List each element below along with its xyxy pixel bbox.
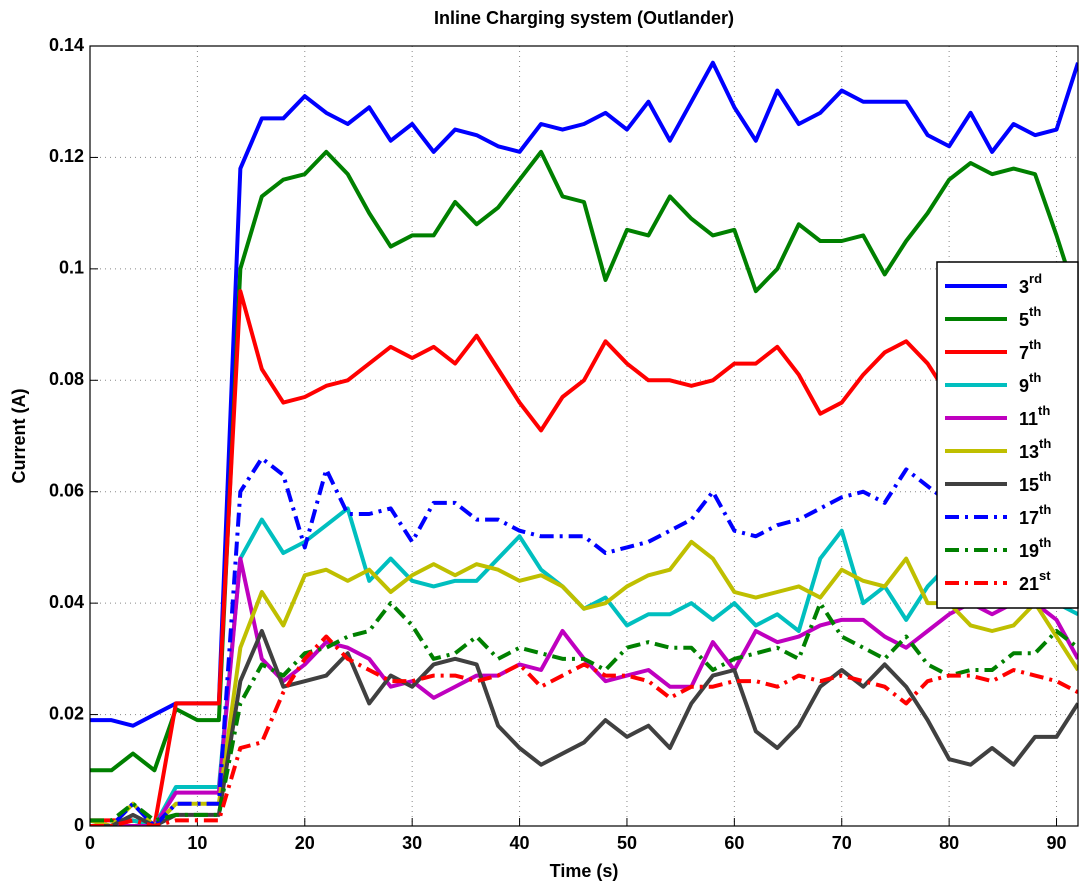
y-tick-label: 0.02 — [49, 703, 84, 723]
legend-label: 21st — [1019, 568, 1051, 593]
series-line — [90, 601, 1078, 823]
chart-title: Inline Charging system (Outlander) — [434, 8, 734, 28]
legend-label: 17th — [1019, 502, 1051, 527]
y-tick-label: 0.04 — [49, 592, 84, 612]
y-tick-label: 0.08 — [49, 369, 84, 389]
x-tick-label: 60 — [724, 833, 744, 853]
x-tick-label: 20 — [295, 833, 315, 853]
series-line — [90, 456, 1078, 826]
legend-label: 5th — [1019, 304, 1041, 329]
y-tick-label: 0.06 — [49, 480, 84, 500]
x-tick-label: 30 — [402, 833, 422, 853]
y-tick-label: 0.12 — [49, 146, 84, 166]
x-tick-label: 70 — [832, 833, 852, 853]
series-line — [90, 289, 1078, 826]
legend-label: 11th — [1019, 403, 1050, 428]
y-tick-label: 0 — [74, 815, 84, 835]
series-line — [90, 149, 1078, 773]
legend-label: 13th — [1019, 436, 1051, 461]
series-line — [90, 539, 1078, 826]
series-line — [90, 634, 1078, 826]
x-tick-label: 50 — [617, 833, 637, 853]
x-tick-label: 90 — [1047, 833, 1067, 853]
x-tick-label: 0 — [85, 833, 95, 853]
y-axis-label: Current (A) — [9, 389, 29, 484]
legend-label: 7th — [1019, 337, 1041, 362]
legend-label: 9th — [1019, 370, 1041, 395]
y-tick-label: 0.14 — [49, 35, 84, 55]
legend-label: 15th — [1019, 469, 1051, 494]
legend-label: 3rd — [1019, 271, 1042, 296]
x-tick-label: 40 — [510, 833, 530, 853]
x-tick-label: 10 — [187, 833, 207, 853]
y-tick-label: 0.1 — [59, 258, 84, 278]
series-line — [90, 629, 1078, 826]
x-axis-label: Time (s) — [550, 861, 619, 881]
legend-box — [936, 261, 1079, 609]
series-line — [90, 60, 1078, 728]
legend-label: 19th — [1019, 535, 1051, 560]
x-tick-label: 80 — [939, 833, 959, 853]
